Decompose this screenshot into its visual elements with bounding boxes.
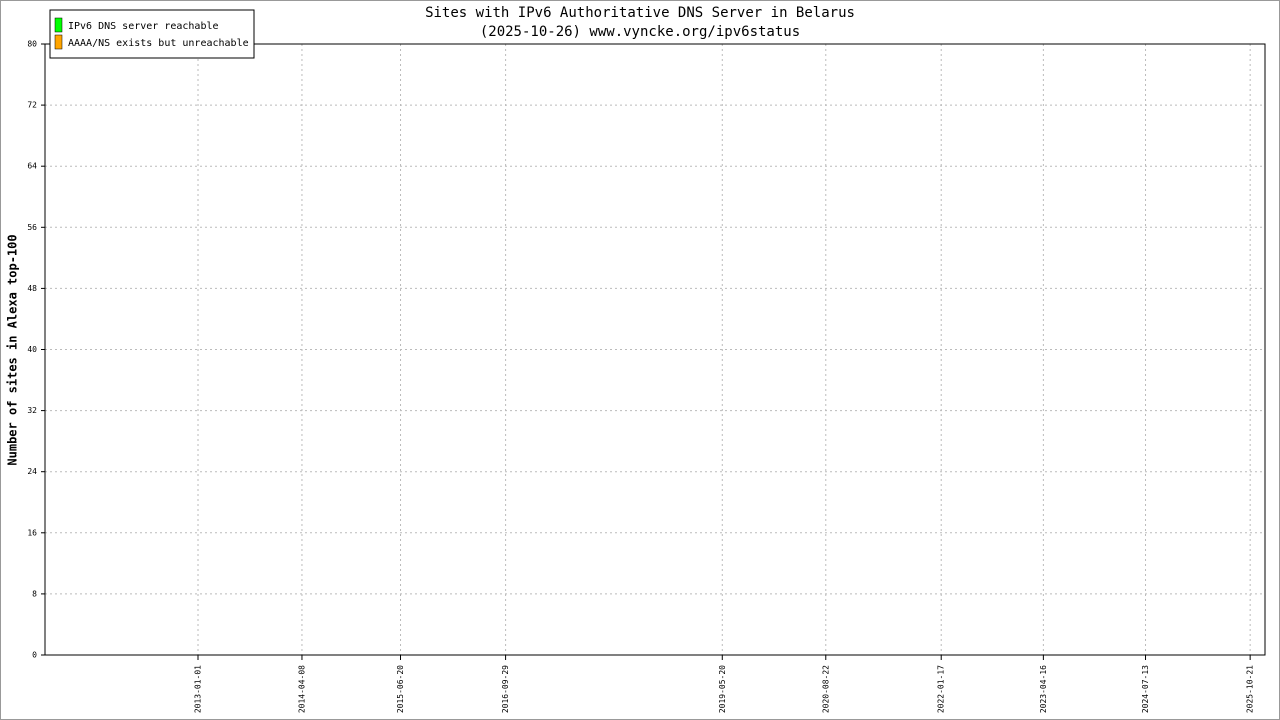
x-tick-label: 2024-07-13: [1141, 665, 1150, 713]
y-tick-label: 32: [27, 406, 37, 415]
legend-swatch: [54, 17, 63, 33]
y-axis-label: Number of sites in Alexa top-100: [6, 234, 20, 465]
x-tick-label: 2022-01-17: [937, 665, 946, 713]
chart-subtitle: (2025-10-26) www.vyncke.org/ipv6status: [480, 24, 800, 40]
chart-title: Sites with IPv6 Authoritative DNS Server…: [425, 5, 855, 21]
legend-label: IPv6 DNS server reachable: [68, 21, 219, 32]
y-tick-label: 8: [32, 589, 37, 598]
x-tick-label: 2014-04-08: [297, 665, 306, 713]
x-tick-label: 2025-10-21: [1246, 665, 1255, 713]
x-tick-label: 2023-04-16: [1039, 665, 1048, 713]
legend: IPv6 DNS server reachable AAAA/NS exists …: [49, 9, 255, 59]
x-tick-label: 2013-01-01: [194, 665, 203, 713]
legend-label: AAAA/NS exists but unreachable: [68, 38, 249, 49]
y-tick-label: 72: [27, 101, 37, 110]
y-tick-label: 56: [27, 223, 37, 232]
y-tick-label: 64: [27, 162, 37, 171]
y-tick-label: 16: [27, 528, 37, 537]
y-tick-label: 0: [32, 651, 37, 660]
y-tick-label: 48: [27, 284, 37, 293]
x-tick-label: 2015-06-20: [396, 665, 405, 713]
x-tick-label: 2016-09-29: [501, 665, 510, 713]
legend-swatch: [54, 34, 63, 50]
y-tick-label: 24: [27, 467, 37, 476]
legend-box: [49, 9, 255, 59]
x-tick-label: 2020-08-22: [821, 665, 830, 713]
plot-frame: [44, 43, 1266, 656]
y-tick-label: 40: [27, 345, 37, 354]
y-tick-label: 80: [27, 40, 37, 49]
x-tick-label: 2019-05-20: [718, 665, 727, 713]
